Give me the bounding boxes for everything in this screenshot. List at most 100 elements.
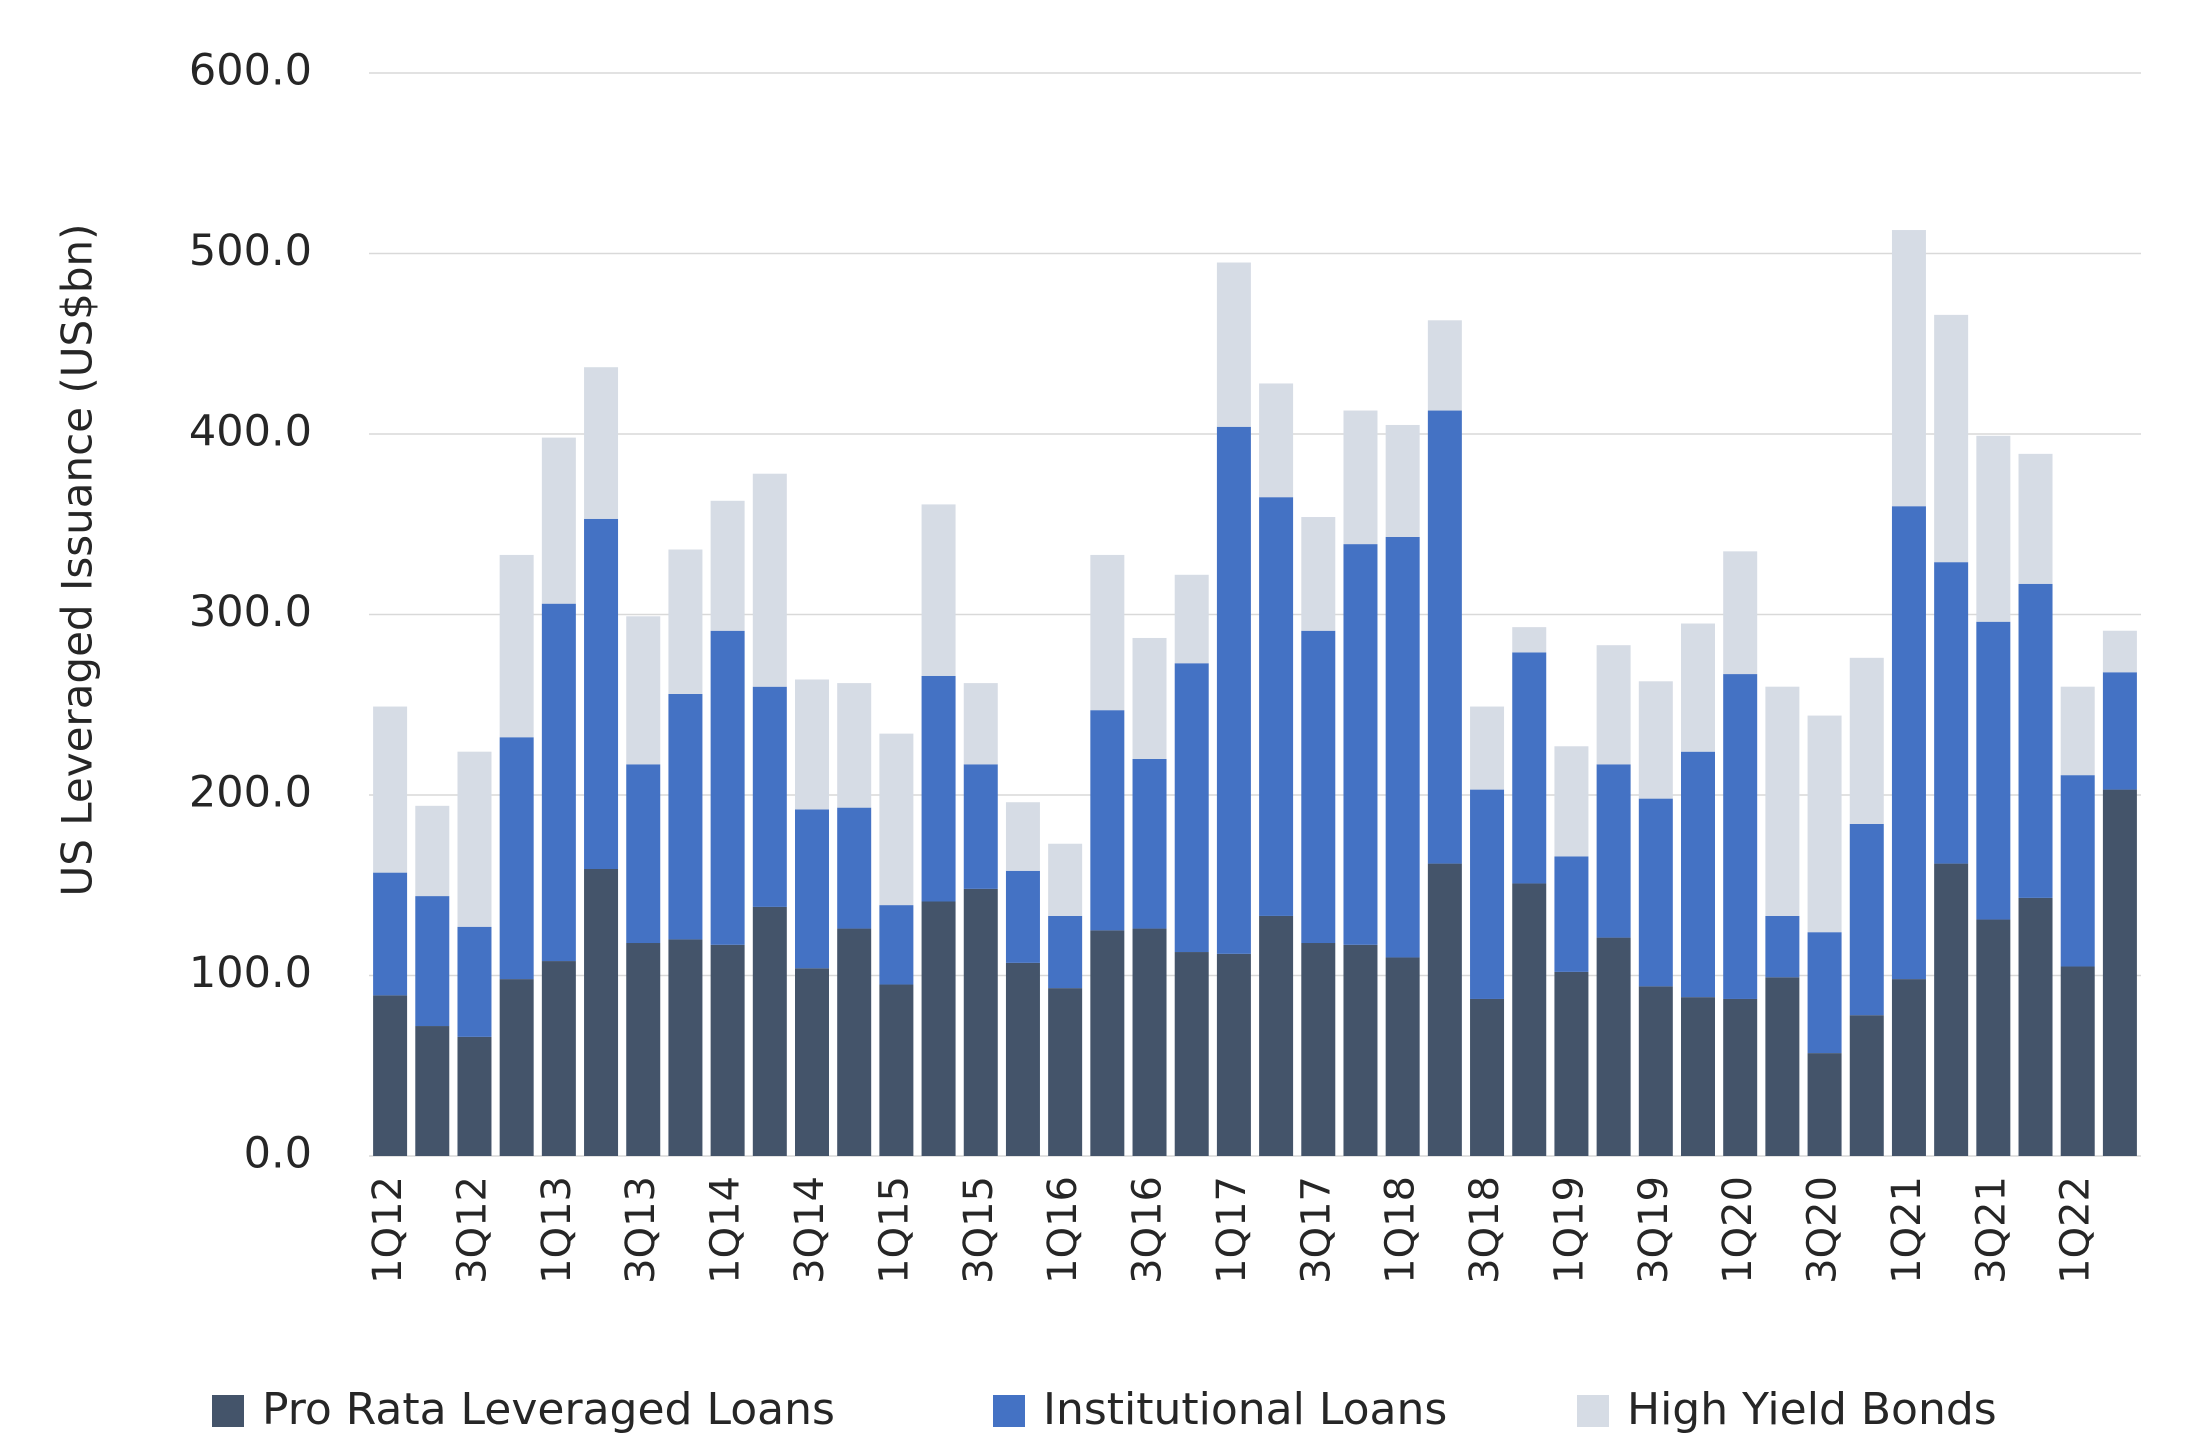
bar-segment (2018, 583, 2053, 898)
bar-segment (1132, 928, 1167, 1156)
bar-segment (1427, 863, 1462, 1156)
bar-segment (584, 518, 619, 870)
legend-swatch (1577, 1395, 1609, 1427)
bar-segment (963, 683, 998, 765)
bar-segment (1301, 943, 1336, 1156)
legend-label: Institutional Loans (1043, 1384, 1447, 1435)
x-tick-label: 3Q16 (1125, 1176, 1171, 1284)
x-tick-label: 3Q15 (956, 1176, 1002, 1284)
bar-segment (1216, 262, 1251, 427)
bar-segment (668, 693, 703, 940)
bar-segment (1681, 623, 1715, 752)
bar-segment (1891, 979, 1926, 1156)
bar-segment (1048, 843, 1083, 916)
y-axis-title: US Leveraged Issuance (US$bn) (53, 223, 102, 896)
bar-segment (457, 926, 492, 1037)
bar-segment (1090, 710, 1125, 931)
bar-segment (710, 944, 745, 1156)
bar-segment (1596, 645, 1631, 765)
bar-segment (1934, 314, 1969, 563)
x-tick-label: 3Q18 (1462, 1176, 1508, 1284)
bar-segment (1976, 621, 2011, 920)
x-tick-label: 3Q13 (618, 1176, 664, 1284)
bar-segment (1343, 410, 1378, 545)
bar-segment (373, 872, 408, 996)
bar-segment (1427, 320, 1462, 411)
legend-label: High Yield Bonds (1627, 1384, 1997, 1435)
bar-segment (1259, 915, 1294, 1156)
bar-segment (2060, 686, 2095, 776)
bar-segment (1090, 554, 1125, 711)
bar-segment (415, 1026, 450, 1156)
bar-segment (1470, 789, 1505, 999)
x-tick-label: 1Q16 (1040, 1176, 1086, 1284)
bar-segment (1723, 998, 1758, 1156)
bar-segment (457, 751, 492, 927)
bar-segment (1174, 952, 1209, 1156)
bar-segment (1174, 574, 1209, 664)
bar-segment (668, 939, 703, 1156)
bar-segment (541, 961, 576, 1156)
bar-segment (879, 905, 914, 985)
bar-segment (457, 1036, 492, 1156)
bar-segment (1765, 977, 1800, 1156)
bar-segment (795, 809, 829, 969)
bar-segment (1596, 937, 1631, 1156)
x-tick-label: 1Q14 (703, 1176, 749, 1284)
bar-segment (2102, 789, 2137, 1156)
bar-segment (2060, 775, 2095, 967)
y-tick-label: 400.0 (189, 407, 312, 457)
bar-segment (626, 616, 661, 765)
bar-segment (1132, 637, 1167, 759)
bar-segment (1385, 957, 1420, 1156)
bar-segment (1891, 506, 1926, 980)
x-tick-label: 1Q18 (1378, 1176, 1424, 1284)
x-tick-label: 3Q19 (1631, 1176, 1677, 1284)
bar-segment (1512, 883, 1547, 1156)
bar-segment (2018, 897, 2053, 1156)
bar-segment (1976, 919, 2011, 1156)
bar-segment (1470, 706, 1505, 790)
bar-segment (921, 675, 956, 902)
y-tick-label: 500.0 (189, 226, 312, 276)
bar-segment (1005, 870, 1040, 963)
bar-segment (752, 473, 787, 687)
bar-segment (1765, 686, 1800, 916)
x-tick-label: 3Q14 (787, 1176, 833, 1284)
x-tick-label: 1Q19 (1546, 1176, 1592, 1284)
x-tick-label: 1Q22 (2053, 1176, 2099, 1284)
bar-segment (2018, 453, 2053, 584)
bar-segment (373, 706, 408, 873)
bar-segment (1005, 962, 1040, 1156)
bar-segment (584, 869, 619, 1156)
x-tick-label: 3Q20 (1800, 1176, 1846, 1284)
legend-label: Pro Rata Leveraged Loans (262, 1384, 835, 1435)
bar-segment (921, 504, 956, 676)
bar-segment (1976, 435, 2011, 622)
x-tick-label: 3Q17 (1293, 1176, 1339, 1284)
bar-segment (1596, 764, 1631, 938)
bar-segment (837, 683, 872, 808)
bar-segment (499, 979, 534, 1156)
bar-segment (1512, 652, 1547, 884)
bar-segment (1849, 823, 1884, 1016)
bar-segment (752, 906, 787, 1156)
bar-segment (1934, 562, 1969, 864)
bar-segment (1723, 551, 1758, 675)
y-tick-label: 600.0 (189, 46, 312, 96)
bar-segment (1470, 998, 1505, 1156)
bar-segment (415, 896, 450, 1027)
bar-segment (710, 500, 745, 631)
bar-segment (1343, 544, 1378, 945)
bar-segment (1301, 517, 1336, 631)
bar-segment (1048, 915, 1083, 989)
bar-segment (1174, 663, 1209, 953)
bar-segment (1216, 953, 1251, 1156)
bar-segment (1891, 230, 1926, 507)
bar-segment (1723, 674, 1758, 999)
bar-segment (795, 679, 829, 810)
bar-segment (626, 943, 661, 1156)
y-tick-label: 100.0 (189, 948, 312, 998)
bar-segment (2102, 672, 2137, 790)
